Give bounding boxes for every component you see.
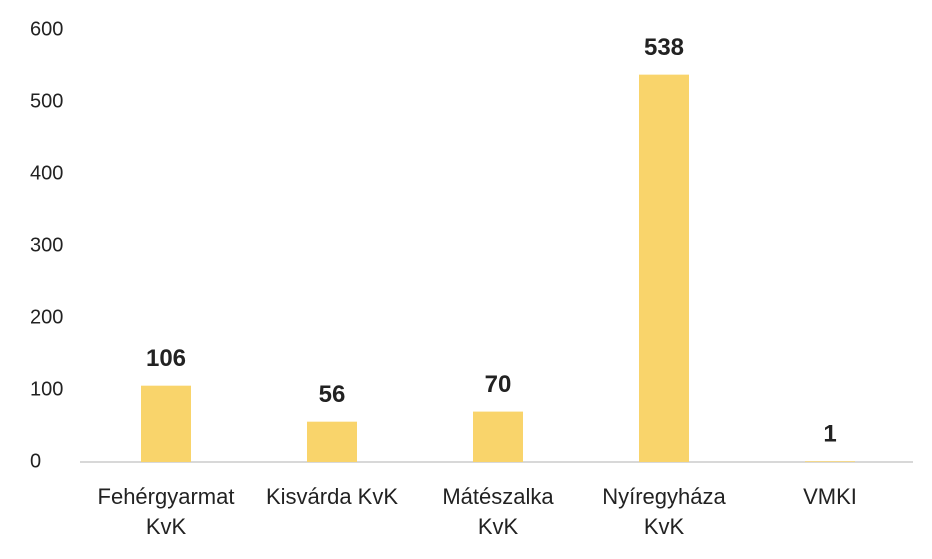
y-tick-label: 100 bbox=[30, 378, 63, 400]
y-tick-label: 500 bbox=[30, 90, 63, 112]
x-tick-label: Kisvárda KvK bbox=[265, 484, 399, 509]
x-tick-label: Fehérgyarmat KvK bbox=[97, 484, 235, 539]
y-tick-label: 200 bbox=[30, 306, 63, 328]
y-tick-label: 400 bbox=[30, 162, 63, 184]
x-tick-label: Nyíregyháza KvK bbox=[602, 484, 726, 539]
bar bbox=[141, 385, 191, 462]
y-tick-label: 300 bbox=[30, 234, 63, 256]
value-label: 1 bbox=[823, 421, 836, 448]
bar bbox=[307, 421, 357, 462]
bar bbox=[805, 461, 855, 462]
value-label: 56 bbox=[319, 381, 346, 408]
y-tick-label: 0 bbox=[30, 450, 41, 472]
bar bbox=[639, 74, 689, 462]
value-label: 70 bbox=[485, 371, 512, 398]
x-tick-label: Mátészalka KvK bbox=[442, 484, 554, 539]
bar bbox=[473, 411, 523, 462]
value-label: 106 bbox=[146, 345, 186, 372]
y-tick-label: 600 bbox=[30, 18, 63, 40]
value-label: 538 bbox=[644, 34, 684, 61]
x-tick-label: VMKI bbox=[803, 484, 857, 509]
